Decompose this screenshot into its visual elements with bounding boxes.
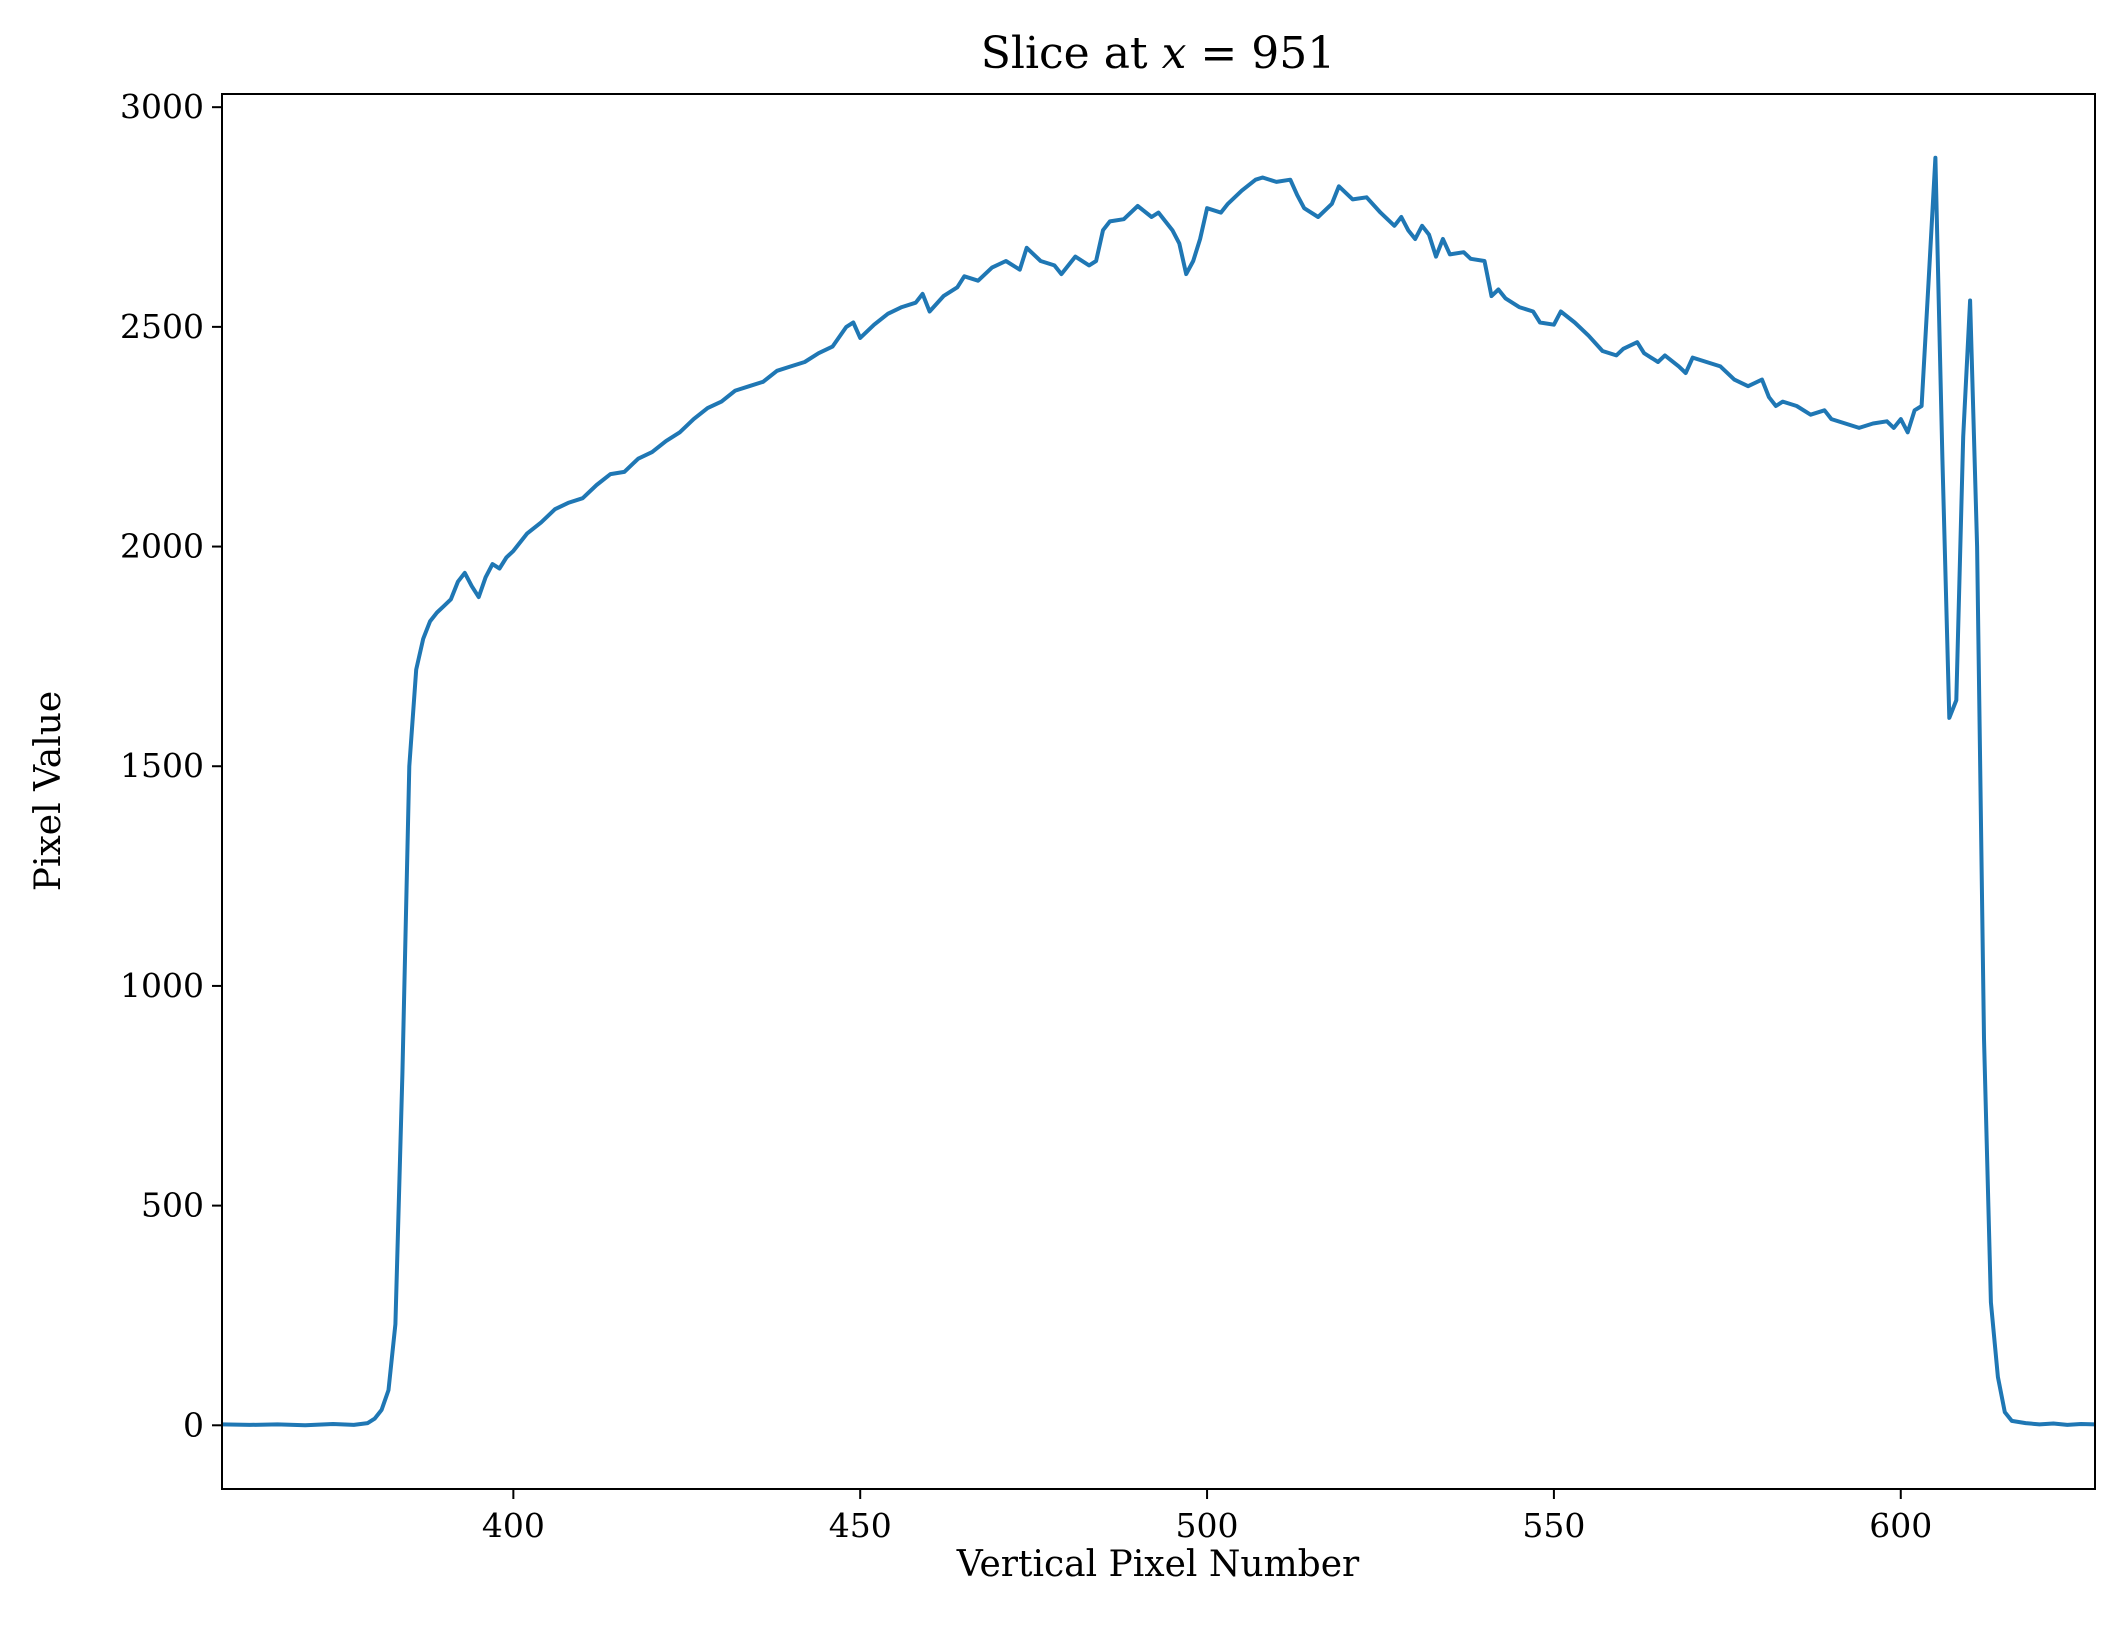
x-tick-label: 450 — [829, 1506, 892, 1545]
series-layer — [221, 155, 2096, 1428]
chart-title-value: = 951 — [1186, 28, 1335, 79]
y-tick-label: 2000 — [120, 527, 204, 566]
y-tick-label: 3000 — [120, 87, 204, 126]
x-tick-label: 400 — [482, 1506, 545, 1545]
x-tick-label: 600 — [1869, 1506, 1932, 1545]
y-tick-label: 1000 — [120, 966, 204, 1005]
x-axis-ticks: 400 450 500 550 600 — [482, 1489, 1932, 1545]
chart-title: Slice at x = 951 — [981, 28, 1336, 79]
x-axis-label: Vertical Pixel Number — [956, 1544, 1360, 1585]
y-tick-label: 2500 — [120, 307, 204, 346]
chart-title-prefix: Slice at — [981, 28, 1162, 79]
x-tick-label: 550 — [1522, 1506, 1585, 1545]
plot-background — [222, 94, 2095, 1489]
y-tick-label: 1500 — [120, 746, 204, 785]
chart-title-var: x — [1162, 28, 1187, 79]
y-tick-label: 500 — [141, 1186, 204, 1225]
y-tick-label: 0 — [183, 1405, 204, 1444]
x-tick-label: 500 — [1176, 1506, 1239, 1545]
series-line — [221, 155, 2096, 1428]
plot-frame — [221, 93, 2096, 1490]
y-axis-label: Pixel Value — [28, 691, 69, 891]
y-axis-ticks: 0 500 1000 1500 2000 2500 3000 — [120, 87, 222, 1444]
